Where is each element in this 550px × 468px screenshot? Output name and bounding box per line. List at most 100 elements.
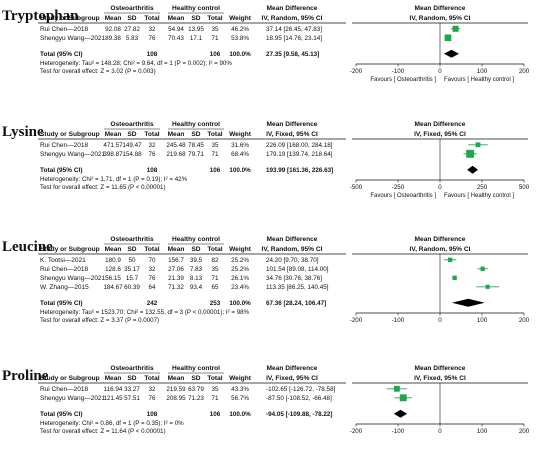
study-ci: -87.50 [-108.52, -66.48] [266, 395, 332, 402]
hc-total: 35 [211, 266, 219, 273]
total-diamond [444, 49, 459, 58]
plot-header: Mean Difference [415, 121, 466, 128]
total-ci: 193.99 [161.36, 226.63] [266, 167, 333, 174]
forest-panel-leucine: Leucine Osteoarthritis Healthy control Mean… [2, 236, 530, 324]
plot-method-header: IV, Random, 95% CI [410, 246, 471, 253]
column-header: Total [144, 15, 159, 22]
method-header: IV, Fixed, 95% CI [266, 375, 318, 382]
study-marker [452, 25, 459, 32]
healthy-control-header: Healthy control [172, 365, 220, 372]
overall-effect-text: Test for overall effect: Z = 3.02 (P = 0… [40, 68, 156, 75]
study-weight: 56.7% [231, 395, 249, 402]
study-ci: 113.35 [86.25, 140.45] [266, 284, 329, 291]
study-ci: 179.19 [139.74, 218.64] [266, 151, 333, 158]
x-tick-label: 200 [519, 317, 530, 324]
oa-sd: 154.88 [122, 151, 142, 158]
oa-mean: 89.38 [105, 35, 121, 42]
column-header: Weight [229, 375, 252, 382]
hc-sd: 79.71 [188, 151, 204, 158]
study-ci: 34.76 [30.76, 38.76] [266, 275, 322, 282]
hc-grand-total: 106 [210, 411, 221, 418]
plot-method-header: IV, Fixed, 95% CI [414, 131, 466, 138]
study-name: Shengyu Wang—2021 [40, 151, 106, 158]
study-marker [448, 257, 453, 262]
column-header: Mean [168, 246, 185, 253]
column-header: Total [144, 131, 159, 138]
hc-total: 65 [211, 284, 219, 291]
hc-total: 35 [211, 142, 219, 149]
column-header: Mean [168, 15, 185, 22]
x-tick-label: -200 [350, 317, 363, 324]
oa-mean: 116.94 [104, 386, 123, 393]
x-tick-label: -250 [392, 184, 405, 191]
hc-sd: 7.83 [190, 266, 203, 273]
plot-method-header: IV, Random, 95% CI [410, 15, 471, 22]
x-tick-label: 100 [477, 428, 488, 435]
forest-panel-lysine: Lysine Osteoarthritis Healthy control Mean … [2, 121, 530, 199]
column-header: SD [127, 375, 136, 382]
study-name: W. Zhang—2015 [40, 284, 89, 291]
column-header: Total [207, 246, 222, 253]
hc-mean: 219.68 [166, 151, 186, 158]
column-header: Mean [168, 131, 185, 138]
hc-total: 71 [211, 275, 219, 282]
osteoarthritis-header: Osteoarthritis [110, 236, 154, 243]
oa-mean: 56.15 [105, 275, 121, 282]
column-header: Total [207, 15, 222, 22]
hc-mean: 21.39 [168, 275, 184, 282]
hc-total: 35 [211, 26, 219, 33]
total-diamond [451, 298, 485, 307]
healthy-control-header: Healthy control [172, 236, 220, 243]
healthy-control-header: Healthy control [172, 121, 220, 128]
column-header: SD [191, 246, 200, 253]
overall-effect-text: Test for overall effect: Z = 11.65 (P < … [40, 184, 166, 191]
total-ci: -94.05 [-109.88, -78.22] [266, 411, 333, 418]
md-header: Mean Difference [267, 121, 318, 128]
study-weight: 53.8% [231, 35, 249, 42]
oa-total: 32 [148, 26, 156, 33]
heterogeneity-text: Heterogeneity: Chi² = 1.71, df = 1 (P = … [40, 176, 188, 183]
study-marker [444, 34, 452, 42]
hc-sd: 13.95 [188, 26, 204, 33]
x-tick-label: -200 [350, 428, 363, 435]
oa-total: 76 [148, 275, 156, 282]
hc-sd: 71.23 [188, 395, 204, 402]
hc-sd: 17.1 [190, 35, 203, 42]
column-header: Weight [229, 131, 252, 138]
study-marker [480, 266, 485, 271]
x-tick-label: -100 [392, 68, 405, 75]
favours-left: Favours [ Osteoarthritis ] [370, 193, 436, 199]
column-header: Mean [105, 15, 122, 22]
study-weight: 26.1% [231, 275, 249, 282]
oa-total: 64 [148, 284, 156, 291]
hc-total: 71 [211, 35, 219, 42]
column-header: Total [207, 375, 222, 382]
method-header: IV, Fixed, 95% CI [266, 131, 318, 138]
osteoarthritis-header: Osteoarthritis [110, 365, 154, 372]
study-name: Rui Chen—2018 [40, 266, 88, 273]
heterogeneity-text: Heterogeneity: Chi² = 0.86, df = 1 (P = … [40, 420, 184, 427]
total-weight: 100.0% [229, 300, 251, 307]
oa-total: 76 [148, 35, 156, 42]
study-row: Shengyu Wang—2021 89.38 5.83 76 70.43 17.1 71 5… [40, 34, 452, 42]
plot-header: Mean Difference [415, 365, 466, 372]
total-ci: 27.35 [9.58, 45.13] [266, 51, 319, 58]
total-weight: 100.0% [229, 167, 251, 174]
hc-sd: 63.79 [188, 386, 204, 393]
column-header: SD [127, 246, 136, 253]
oa-total: 32 [148, 266, 156, 273]
total-label: Total (95% CI) [40, 300, 83, 307]
column-header: Mean [105, 131, 122, 138]
column-header: SD [127, 131, 136, 138]
hc-grand-total: 253 [210, 300, 221, 307]
favours-right: Favours [ Healthy control ] [444, 77, 514, 83]
oa-mean: 128.6 [105, 266, 121, 273]
study-name: K. Tootsi—2021 [40, 257, 86, 264]
study-ci: 24.20 [9.70, 38.70] [266, 257, 319, 264]
study-marker [393, 385, 400, 392]
heterogeneity-text: Heterogeneity: Tau² = 148.28; Chi² = 9.6… [40, 60, 232, 67]
oa-grand-total: 242 [147, 300, 158, 307]
oa-total: 70 [148, 257, 156, 264]
study-ci: 226.09 [168.00, 284.18] [266, 142, 333, 149]
